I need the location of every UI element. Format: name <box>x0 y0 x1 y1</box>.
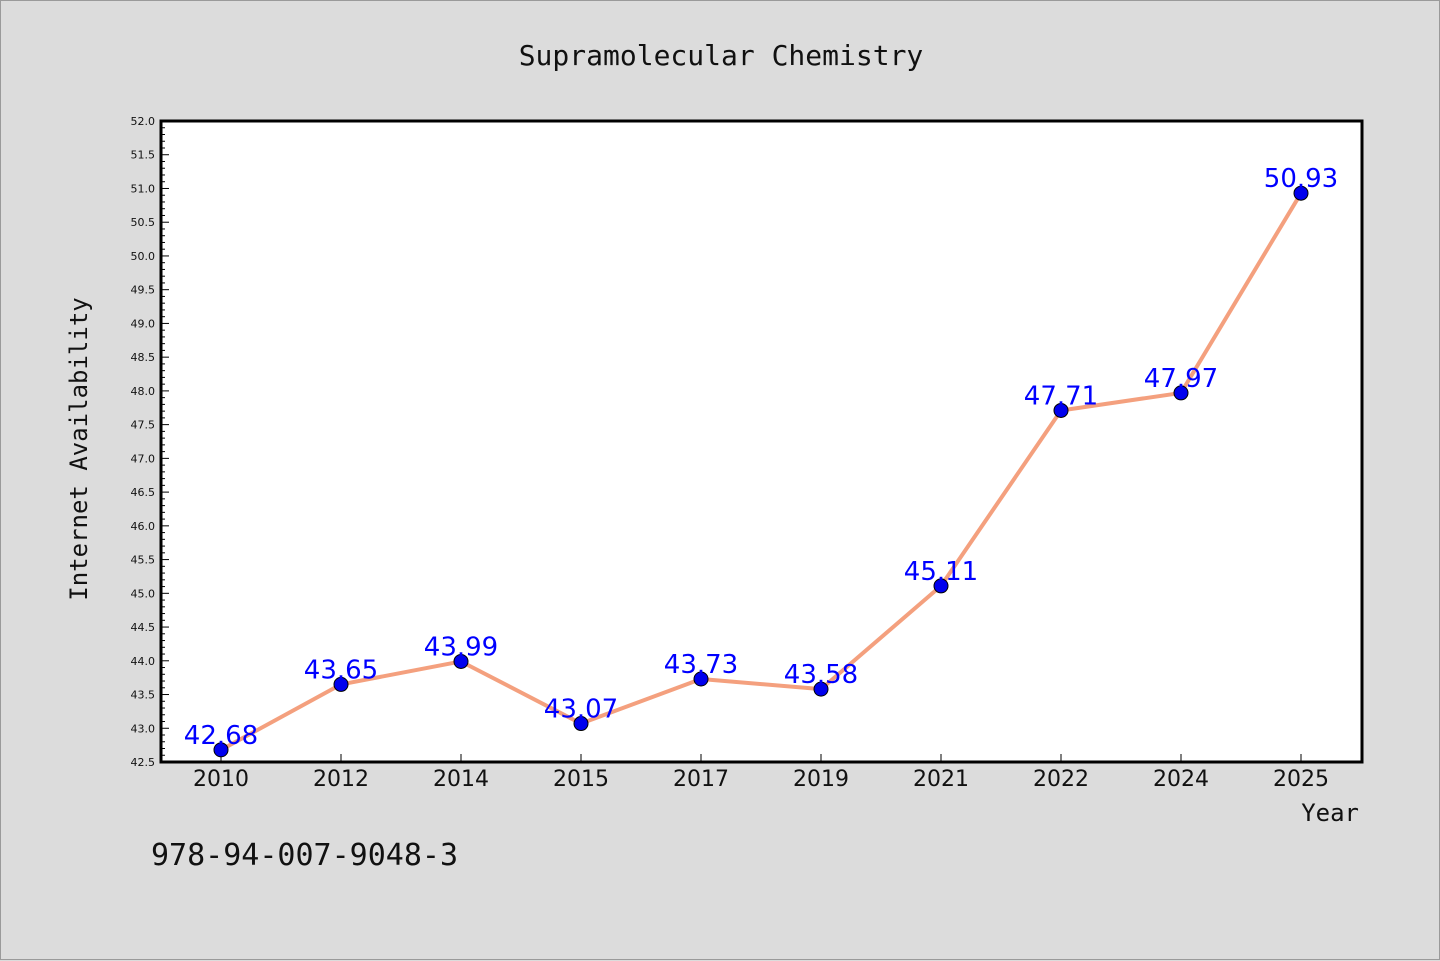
data-point <box>933 578 949 594</box>
data-label: 47.71 <box>1024 381 1098 411</box>
series-line <box>219 191 1303 752</box>
data-label: 47.97 <box>1144 364 1218 394</box>
y-tick-label: 44.5 <box>131 621 156 634</box>
x-tick-label: 2019 <box>793 767 849 792</box>
x-tick-label: 2025 <box>1273 767 1329 792</box>
y-tick-label: 49.5 <box>131 284 156 297</box>
y-tick-label: 52.0 <box>131 115 156 128</box>
y-tick-label: 46.5 <box>131 486 156 499</box>
data-point <box>1173 385 1189 401</box>
data-label: 50.93 <box>1264 164 1338 194</box>
isbn-annotation: 978-94-007-9048-3 <box>151 838 458 873</box>
y-tick-label: 48.0 <box>131 385 156 398</box>
y-tick-label: 47.5 <box>131 419 156 432</box>
y-axis: 42.5 43.0 43.5 44.0 44.5 45.0 45.5 46.0 46.5 47.0… <box>131 115 169 769</box>
x-tick-label: 2010 <box>193 767 249 792</box>
x-tick-label: 2022 <box>1033 767 1089 792</box>
y-tick-label: 46.0 <box>131 520 156 533</box>
y-tick-label: 43.0 <box>131 722 156 735</box>
y-tick-label: 42.5 <box>131 756 156 769</box>
data-point <box>693 671 709 687</box>
data-label: 43.99 <box>424 632 498 662</box>
data-label: 43.73 <box>664 650 738 680</box>
data-label: 45.11 <box>904 557 978 587</box>
data-label: 43.58 <box>784 660 858 690</box>
x-tick-label: 2021 <box>913 767 969 792</box>
series-layer <box>213 185 1309 758</box>
y-tick-label: 49.0 <box>131 317 156 330</box>
data-label: 42.68 <box>184 721 258 751</box>
y-tick-label: 51.0 <box>131 182 156 195</box>
y-tick-label: 50.5 <box>131 216 156 229</box>
y-tick-label: 50.0 <box>131 250 156 263</box>
y-tick-label: 51.5 <box>131 149 156 162</box>
x-tick-label: 2012 <box>313 767 369 792</box>
y-axis-title: Internet Availability <box>65 297 93 600</box>
x-axis: 2010 2012 2014 2015 2017 2019 2021 2022 2024 2025 <box>193 754 1329 792</box>
x-tick-label: 2014 <box>433 767 489 792</box>
y-tick-label: 45.0 <box>131 587 156 600</box>
data-point <box>213 742 229 758</box>
y-tick-label: 47.0 <box>131 452 156 465</box>
data-label: 43.07 <box>544 695 618 725</box>
y-tick-label: 45.5 <box>131 554 156 567</box>
x-tick-label: 2024 <box>1153 767 1209 792</box>
x-tick-label: 2017 <box>673 767 729 792</box>
y-tick-label: 48.5 <box>131 351 156 364</box>
data-point <box>573 716 589 732</box>
data-point <box>1053 402 1069 418</box>
y-tick-label: 44.0 <box>131 655 156 668</box>
chart-title: Supramolecular Chemistry <box>519 39 924 72</box>
data-label: 43.65 <box>304 655 378 685</box>
data-point <box>333 676 349 692</box>
x-axis-title: Year <box>1301 799 1359 827</box>
data-point <box>813 681 829 697</box>
data-point <box>1293 185 1309 201</box>
x-tick-label: 2015 <box>553 767 609 792</box>
data-label-layer: 42.68 43.65 43.99 43.07 43.73 43.58 45.11 47.71… <box>184 164 1338 751</box>
y-tick-label: 43.5 <box>131 689 156 702</box>
data-point <box>453 653 469 669</box>
plot-area <box>159 119 1364 764</box>
